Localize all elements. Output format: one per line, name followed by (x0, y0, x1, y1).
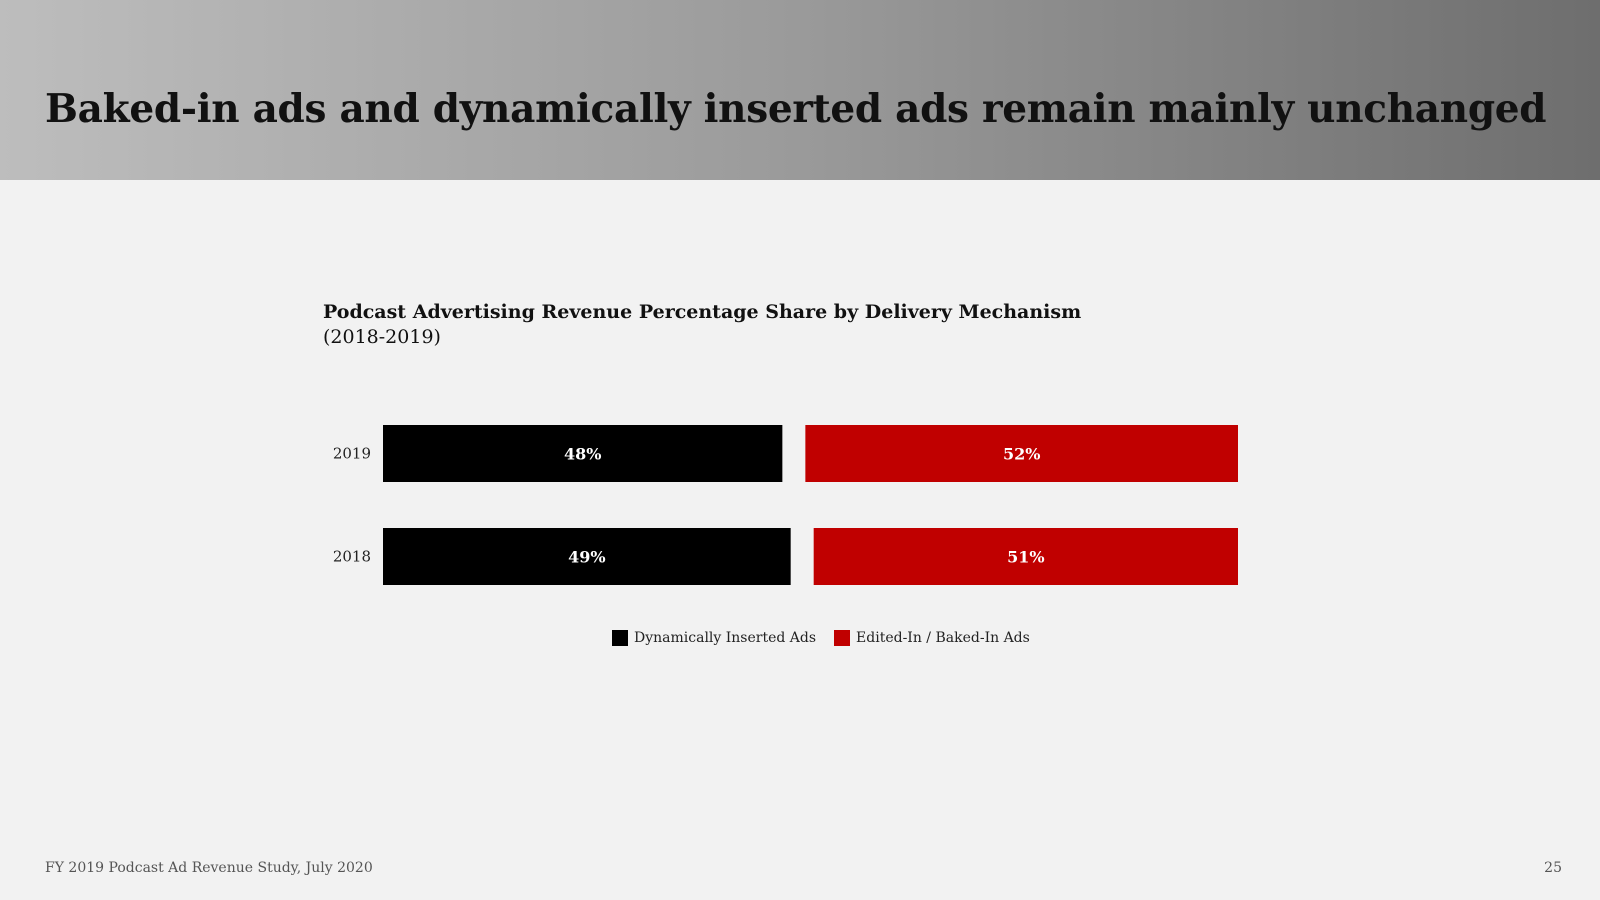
legend-swatch-dynamic (612, 630, 628, 646)
legend-item-dynamic: Dynamically Inserted Ads (612, 630, 816, 646)
legend-label-baked: Edited-In / Baked-In Ads (856, 630, 1030, 646)
footer-source: FY 2019 Podcast Ad Revenue Study, July 2… (45, 860, 373, 876)
chart-title-block: Podcast Advertising Revenue Percentage S… (323, 300, 1081, 350)
bar-baked-2019 (805, 425, 1238, 482)
slide-title: Baked-in ads and dynamically inserted ad… (45, 86, 1547, 132)
header-banner: Baked-in ads and dynamically inserted ad… (0, 0, 1600, 180)
data-label-dynamic-2019: 48% (564, 445, 601, 464)
page-number: 25 (1544, 860, 1562, 876)
legend-label-dynamic: Dynamically Inserted Ads (634, 630, 817, 646)
legend-swatch-baked (834, 630, 851, 646)
category-label-2018: 2018 (333, 548, 371, 566)
chart-legend: Dynamically Inserted Ads Edited-In / Bak… (612, 630, 1048, 646)
bar-dynamic-2018 (383, 528, 791, 585)
data-label-dynamic-2018: 49% (568, 548, 605, 567)
category-label-2019: 2019 (333, 445, 371, 463)
data-label-baked-2018: 51% (1007, 548, 1044, 567)
bar-baked-2018 (813, 528, 1238, 585)
data-label-baked-2019: 52% (1003, 445, 1040, 464)
chart-subtitle: (2018-2019) (323, 326, 441, 348)
bar-dynamic-2019 (383, 425, 783, 482)
legend-item-baked: Edited-In / Baked-In Ads (834, 630, 1030, 646)
chart-title: Podcast Advertising Revenue Percentage S… (323, 301, 1082, 323)
